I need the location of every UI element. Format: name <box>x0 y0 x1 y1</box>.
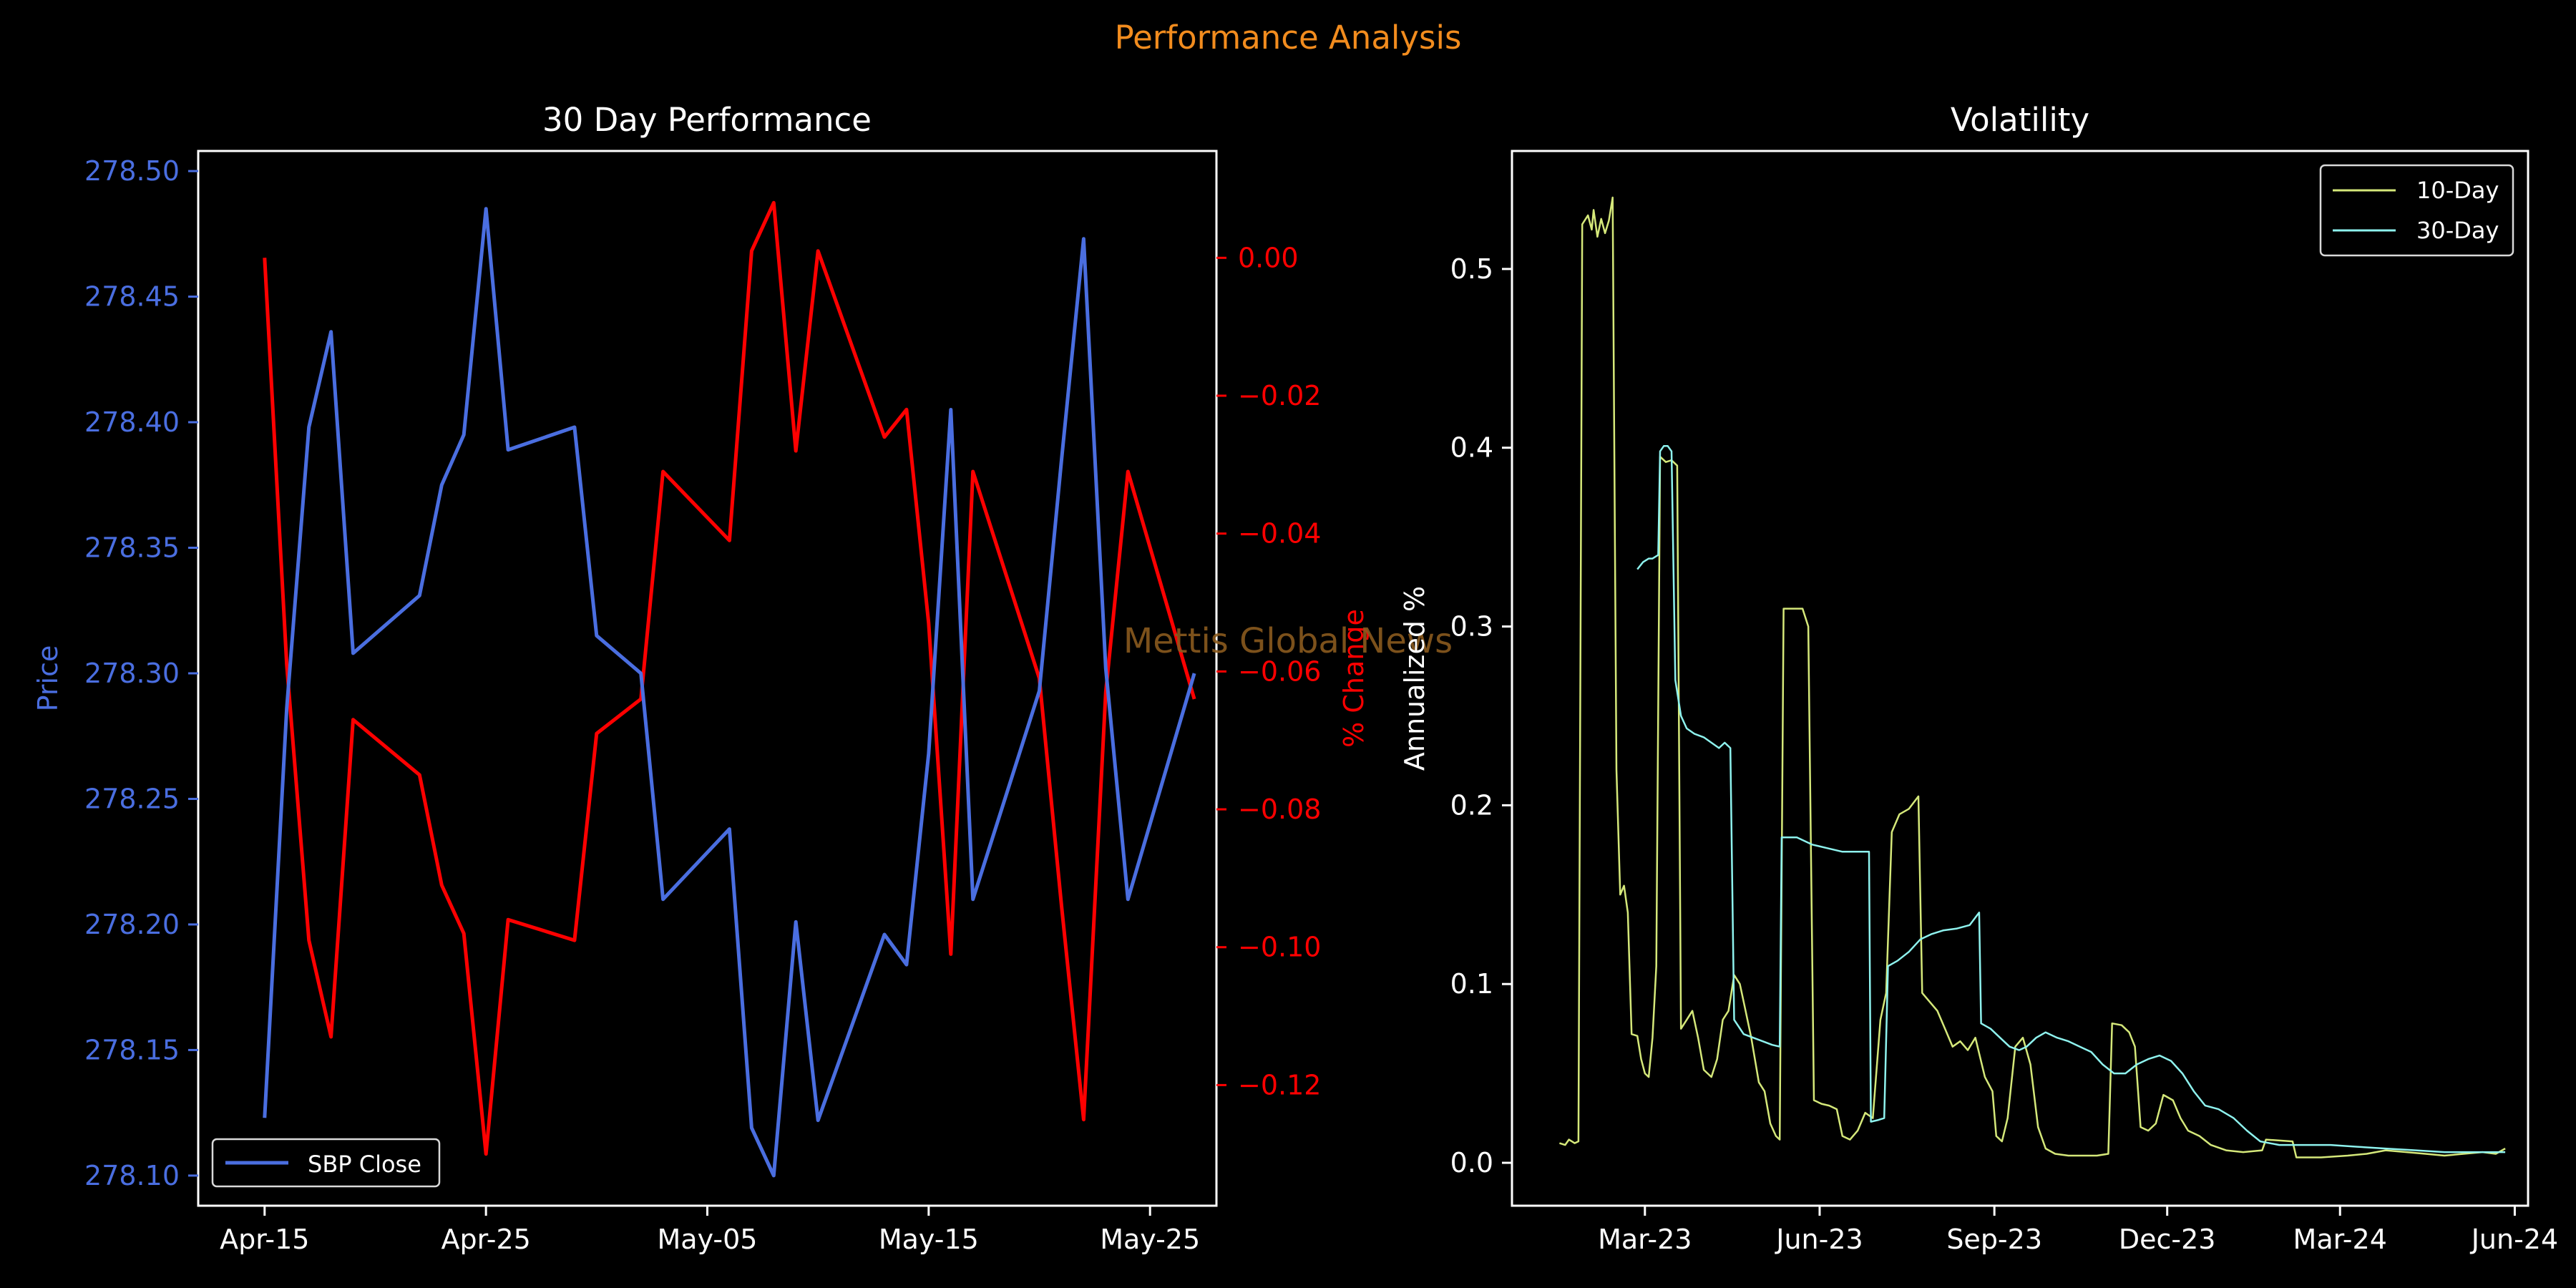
legend-label-30-day: 30-Day <box>2416 217 2499 244</box>
volatility-x-axis: Mar-23 Jun-23 Sep-23 Dec-23 Mar-24 Jun-24 <box>1598 1206 2558 1255</box>
performance-chart-title: 30 Day Performance <box>542 101 872 139</box>
performance-price-axis: 278.10 278.15 278.20 278.25 278.30 278.35 278.… <box>84 155 198 1191</box>
volatility-y-tick-label: 0.4 <box>1450 432 1493 464</box>
performance-x-tick-label: May-05 <box>658 1224 758 1255</box>
figure-title: Performance Analysis <box>1115 19 1462 57</box>
volatility-plot-area <box>1511 150 2529 1207</box>
performance-price-tick-label: 278.35 <box>84 532 180 564</box>
performance-pct-axis: −0.12 −0.10 −0.08 −0.06 −0.04 −0.02 0.00 <box>1216 242 1321 1101</box>
performance-price-tick-label: 278.45 <box>84 281 180 313</box>
volatility-x-tick-label: Mar-24 <box>2293 1224 2387 1255</box>
volatility-chart: Volatility Mar-23 Jun-23 Sep-23 Dec-23 Mar-2… <box>1399 101 2558 1255</box>
volatility-x-tick-label: Sep-23 <box>1946 1224 2042 1255</box>
performance-x-tick-label: Apr-25 <box>441 1224 530 1255</box>
performance-price-tick-label: 278.15 <box>84 1034 180 1065</box>
volatility-x-tick-label: Mar-23 <box>1598 1224 1692 1255</box>
volatility-y-tick-label: 0.5 <box>1450 253 1493 285</box>
performance-pct-tick-label: −0.10 <box>1238 932 1321 963</box>
performance-price-tick-label: 278.10 <box>84 1160 180 1191</box>
performance-legend: SBP Close <box>211 1138 441 1188</box>
performance-pct-tick-label: −0.02 <box>1238 380 1321 411</box>
performance-x-tick-label: May-25 <box>1100 1224 1200 1255</box>
performance-pct-tick-label: −0.06 <box>1238 655 1321 687</box>
performance-price-tick-label: 278.50 <box>84 155 180 187</box>
performance-x-axis: Apr-15 Apr-25 May-05 May-15 May-25 <box>220 1206 1200 1255</box>
volatility-x-tick-label: Jun-23 <box>1775 1224 1863 1255</box>
volatility-chart-title: Volatility <box>1951 101 2089 139</box>
performance-price-tick-label: 278.20 <box>84 909 180 940</box>
volatility-series <box>1559 196 2506 1158</box>
performance-x-tick-label: Apr-15 <box>220 1224 309 1255</box>
performance-pct-tick-label: −0.12 <box>1238 1069 1321 1101</box>
performance-legend-box <box>211 1138 441 1188</box>
volatility-y-tick-label: 0.2 <box>1450 789 1493 821</box>
sbp-close-line <box>263 207 1196 1178</box>
volatility-y-axis: 0.0 0.1 0.2 0.3 0.4 0.5 <box>1450 253 1512 1179</box>
legend-label-sbp-close: SBP Close <box>308 1151 421 1178</box>
volatility-x-tick-label: Dec-23 <box>2119 1224 2216 1255</box>
watermark: Mettis Global News <box>1123 621 1453 661</box>
performance-price-tick-label: 278.30 <box>84 658 180 689</box>
performance-series <box>263 200 1196 1178</box>
volatility-legend: 10-Day 30-Day <box>2319 164 2514 257</box>
performance-pct-tick-label: −0.04 <box>1238 518 1321 550</box>
volatility-x-tick-label: Jun-24 <box>2470 1224 2558 1255</box>
performance-pct-axis-label: % Change <box>1338 609 1370 748</box>
vol-30-day-line <box>1636 444 2506 1153</box>
performance-pct-tick-label: −0.08 <box>1238 794 1321 825</box>
volatility-y-tick-label: 0.0 <box>1450 1147 1493 1179</box>
performance-price-tick-label: 278.25 <box>84 783 180 814</box>
performance-pct-tick-label: 0.00 <box>1238 242 1299 273</box>
volatility-legend-box <box>2319 164 2514 257</box>
volatility-y-axis-label: Annualized % <box>1399 586 1430 771</box>
legend-label-10-day: 10-Day <box>2416 177 2499 204</box>
performance-x-tick-label: May-15 <box>879 1224 979 1255</box>
performance-price-axis-label: Price <box>32 645 64 712</box>
pct-change-line <box>263 200 1196 1156</box>
vol-10-day-line <box>1559 196 2506 1158</box>
volatility-y-tick-label: 0.3 <box>1450 611 1493 643</box>
performance-price-tick-label: 278.40 <box>84 406 180 438</box>
performance-chart: 30 Day Performance Apr-15 Apr-25 May-05 May… <box>32 101 1370 1255</box>
volatility-y-tick-label: 0.1 <box>1450 968 1493 1000</box>
